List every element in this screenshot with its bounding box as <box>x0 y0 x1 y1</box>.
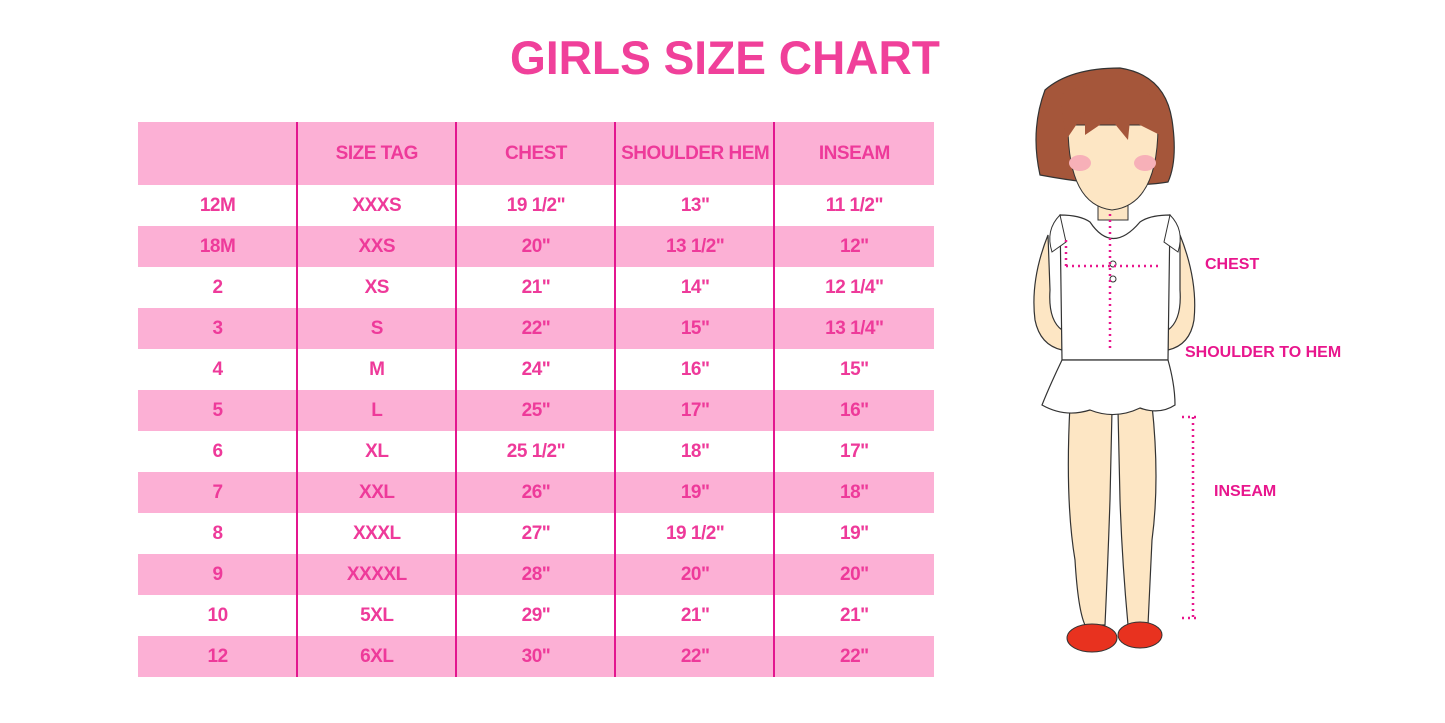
table-cell: XL <box>365 440 389 462</box>
table-cell: 20" <box>840 563 869 585</box>
table-cell: 22" <box>521 317 551 339</box>
header-cell: SHOULDER HEM <box>621 142 770 164</box>
table-row: 9 XXXXL 28" 20" 20" <box>138 554 934 595</box>
table-cell: 18" <box>840 481 869 503</box>
table-cell: 10 <box>207 604 229 626</box>
table-cell: L <box>371 399 383 421</box>
column-divider <box>296 122 298 677</box>
column-divider <box>614 122 616 677</box>
table-cell: 18" <box>680 440 710 462</box>
table-cell: 17" <box>680 399 710 421</box>
table-header-row: SIZE TAG CHEST SHOULDER HEM INSEAM <box>138 122 934 185</box>
table-row: 2 XS 21" 14" 12 1/4" <box>138 267 934 308</box>
chest-label: CHEST <box>1205 256 1260 273</box>
table-row: 18M XXS 20" 13 1/2" 12" <box>138 226 934 267</box>
table-cell: 5 <box>212 399 224 421</box>
table-cell: S <box>370 317 384 339</box>
table-cell: 21" <box>521 276 551 298</box>
table-cell: 19 1/2" <box>506 194 566 216</box>
size-table: SIZE TAG CHEST SHOULDER HEM INSEAM 12M XX… <box>138 122 934 677</box>
table-cell: 8 <box>212 522 224 544</box>
table-cell: 28" <box>521 563 551 585</box>
table-cell: XXL <box>359 481 395 503</box>
table-cell: 21" <box>840 604 869 626</box>
table-cell: 19 1/2" <box>665 522 725 544</box>
table-cell: 9 <box>212 563 224 585</box>
table-cell: XXXXL <box>346 563 407 585</box>
table-cell: 12 1/4" <box>825 276 884 298</box>
table-row: 5 L 25" 17" 16" <box>138 390 934 431</box>
girl-illustration <box>1000 60 1300 675</box>
table-row: 6 XL 25 1/2" 18" 17" <box>138 431 934 472</box>
table-cell: M <box>369 358 385 380</box>
table-cell: 27" <box>521 522 551 544</box>
table-cell: 4 <box>212 358 224 380</box>
table-cell: 16" <box>840 399 869 421</box>
column-divider <box>773 122 775 677</box>
table-cell: 29" <box>521 604 551 626</box>
table-cell: 12M <box>199 194 236 216</box>
inseam-label: INSEAM <box>1214 483 1277 500</box>
table-cell: 25" <box>521 399 551 421</box>
table-cell: 21" <box>680 604 710 626</box>
table-cell: 18M <box>199 235 236 257</box>
column-divider <box>455 122 457 677</box>
table-cell: 19" <box>680 481 710 503</box>
table-cell: 13 1/4" <box>825 317 884 339</box>
page-title: GIRLS SIZE CHART <box>510 31 940 84</box>
table-row: 4 M 24" 16" 15" <box>138 349 934 390</box>
table-cell: 13 1/2" <box>665 235 725 257</box>
table-cell: XXS <box>358 235 396 257</box>
table-cell: 26" <box>521 481 551 503</box>
table-cell: 11 1/2" <box>825 194 884 216</box>
table-cell: 25 1/2" <box>506 440 566 462</box>
table-row: 12M XXXS 19 1/2" 13" 11 1/2" <box>138 185 934 226</box>
table-cell: 15" <box>680 317 710 339</box>
table-row: 10 5XL 29" 21" 21" <box>138 595 934 636</box>
table-cell: 6XL <box>360 645 394 667</box>
header-cell: INSEAM <box>818 142 890 164</box>
table-row: 8 XXXL 27" 19 1/2" 19" <box>138 513 934 554</box>
table-cell: 22" <box>840 645 869 667</box>
header-cell: CHEST <box>505 142 567 164</box>
table-cell: 12" <box>840 235 869 257</box>
table-cell: 14" <box>680 276 710 298</box>
table-cell: XXXS <box>352 194 402 216</box>
table-row: 3 S 22" 15" 13 1/4" <box>138 308 934 349</box>
table-cell: 2 <box>212 276 224 298</box>
table-cell: 20" <box>680 563 710 585</box>
table-cell: 20" <box>521 235 551 257</box>
table-cell: 6 <box>212 440 224 462</box>
table-cell: 30" <box>521 645 551 667</box>
table-cell: 22" <box>680 645 710 667</box>
table-cell: 5XL <box>360 604 394 626</box>
table-cell: 3 <box>212 317 224 339</box>
table-row: 12 6XL 30" 22" 22" <box>138 636 934 677</box>
table-cell: XS <box>364 276 390 298</box>
table-cell: 19" <box>840 522 869 544</box>
table-cell: 13" <box>680 194 710 216</box>
table-cell: 12 <box>207 645 229 667</box>
table-cell: 24" <box>521 358 551 380</box>
table-cell: 7 <box>212 481 224 503</box>
table-cell: 15" <box>840 358 869 380</box>
table-cell: 16" <box>680 358 710 380</box>
table-row: 7 XXL 26" 19" 18" <box>138 472 934 513</box>
table-cell: 17" <box>840 440 869 462</box>
table-cell: XXXL <box>352 522 401 544</box>
shoulder-to-hem-label: SHOULDER TO HEM <box>1185 344 1342 361</box>
header-cell: SIZE TAG <box>335 142 419 164</box>
